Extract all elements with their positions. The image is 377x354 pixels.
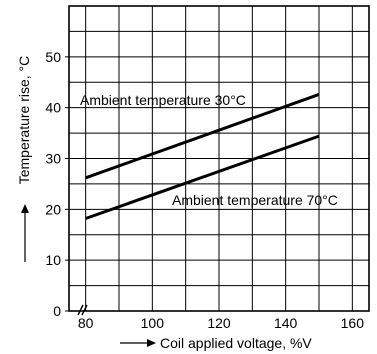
x-axis-arrow-head xyxy=(147,339,156,347)
x-tick-label: 160 xyxy=(341,315,365,331)
y-tick-label: 0 xyxy=(53,303,61,319)
y-tick-label: 50 xyxy=(45,49,61,65)
y-axis-arrow-head xyxy=(21,204,29,213)
x-axis-title: Coil applied voltage, %V xyxy=(160,335,312,351)
y-tick-label: 40 xyxy=(45,100,61,116)
x-axis-break-mark xyxy=(77,304,88,316)
x-tick-label: 140 xyxy=(274,315,298,331)
horizontal-gridlines xyxy=(69,30,369,287)
x-tick-label: 80 xyxy=(78,315,94,331)
annotation-ambient-30: Ambient temperature 30°C xyxy=(80,92,246,108)
y-tick-labels: 0 10 20 30 40 50 xyxy=(45,49,69,319)
y-tick-label: 20 xyxy=(45,201,61,217)
series-line-ambient-30 xyxy=(85,93,320,180)
x-tick-label: 100 xyxy=(141,315,165,331)
annotation-ambient-70: Ambient temperature 70°C xyxy=(172,192,338,208)
y-axis-title: Temperature rise, °C xyxy=(16,56,32,185)
y-tick-label: 30 xyxy=(45,151,61,167)
series-lines xyxy=(85,93,320,220)
series-line-ambient-70 xyxy=(85,134,320,220)
x-tick-labels: 80 100 120 140 160 xyxy=(78,315,364,331)
x-axis-title-group: Coil applied voltage, %V xyxy=(120,335,312,351)
x-tick-label: 120 xyxy=(207,315,231,331)
y-tick-label: 10 xyxy=(45,252,61,268)
y-axis-title-group: Temperature rise, °C xyxy=(16,56,32,262)
